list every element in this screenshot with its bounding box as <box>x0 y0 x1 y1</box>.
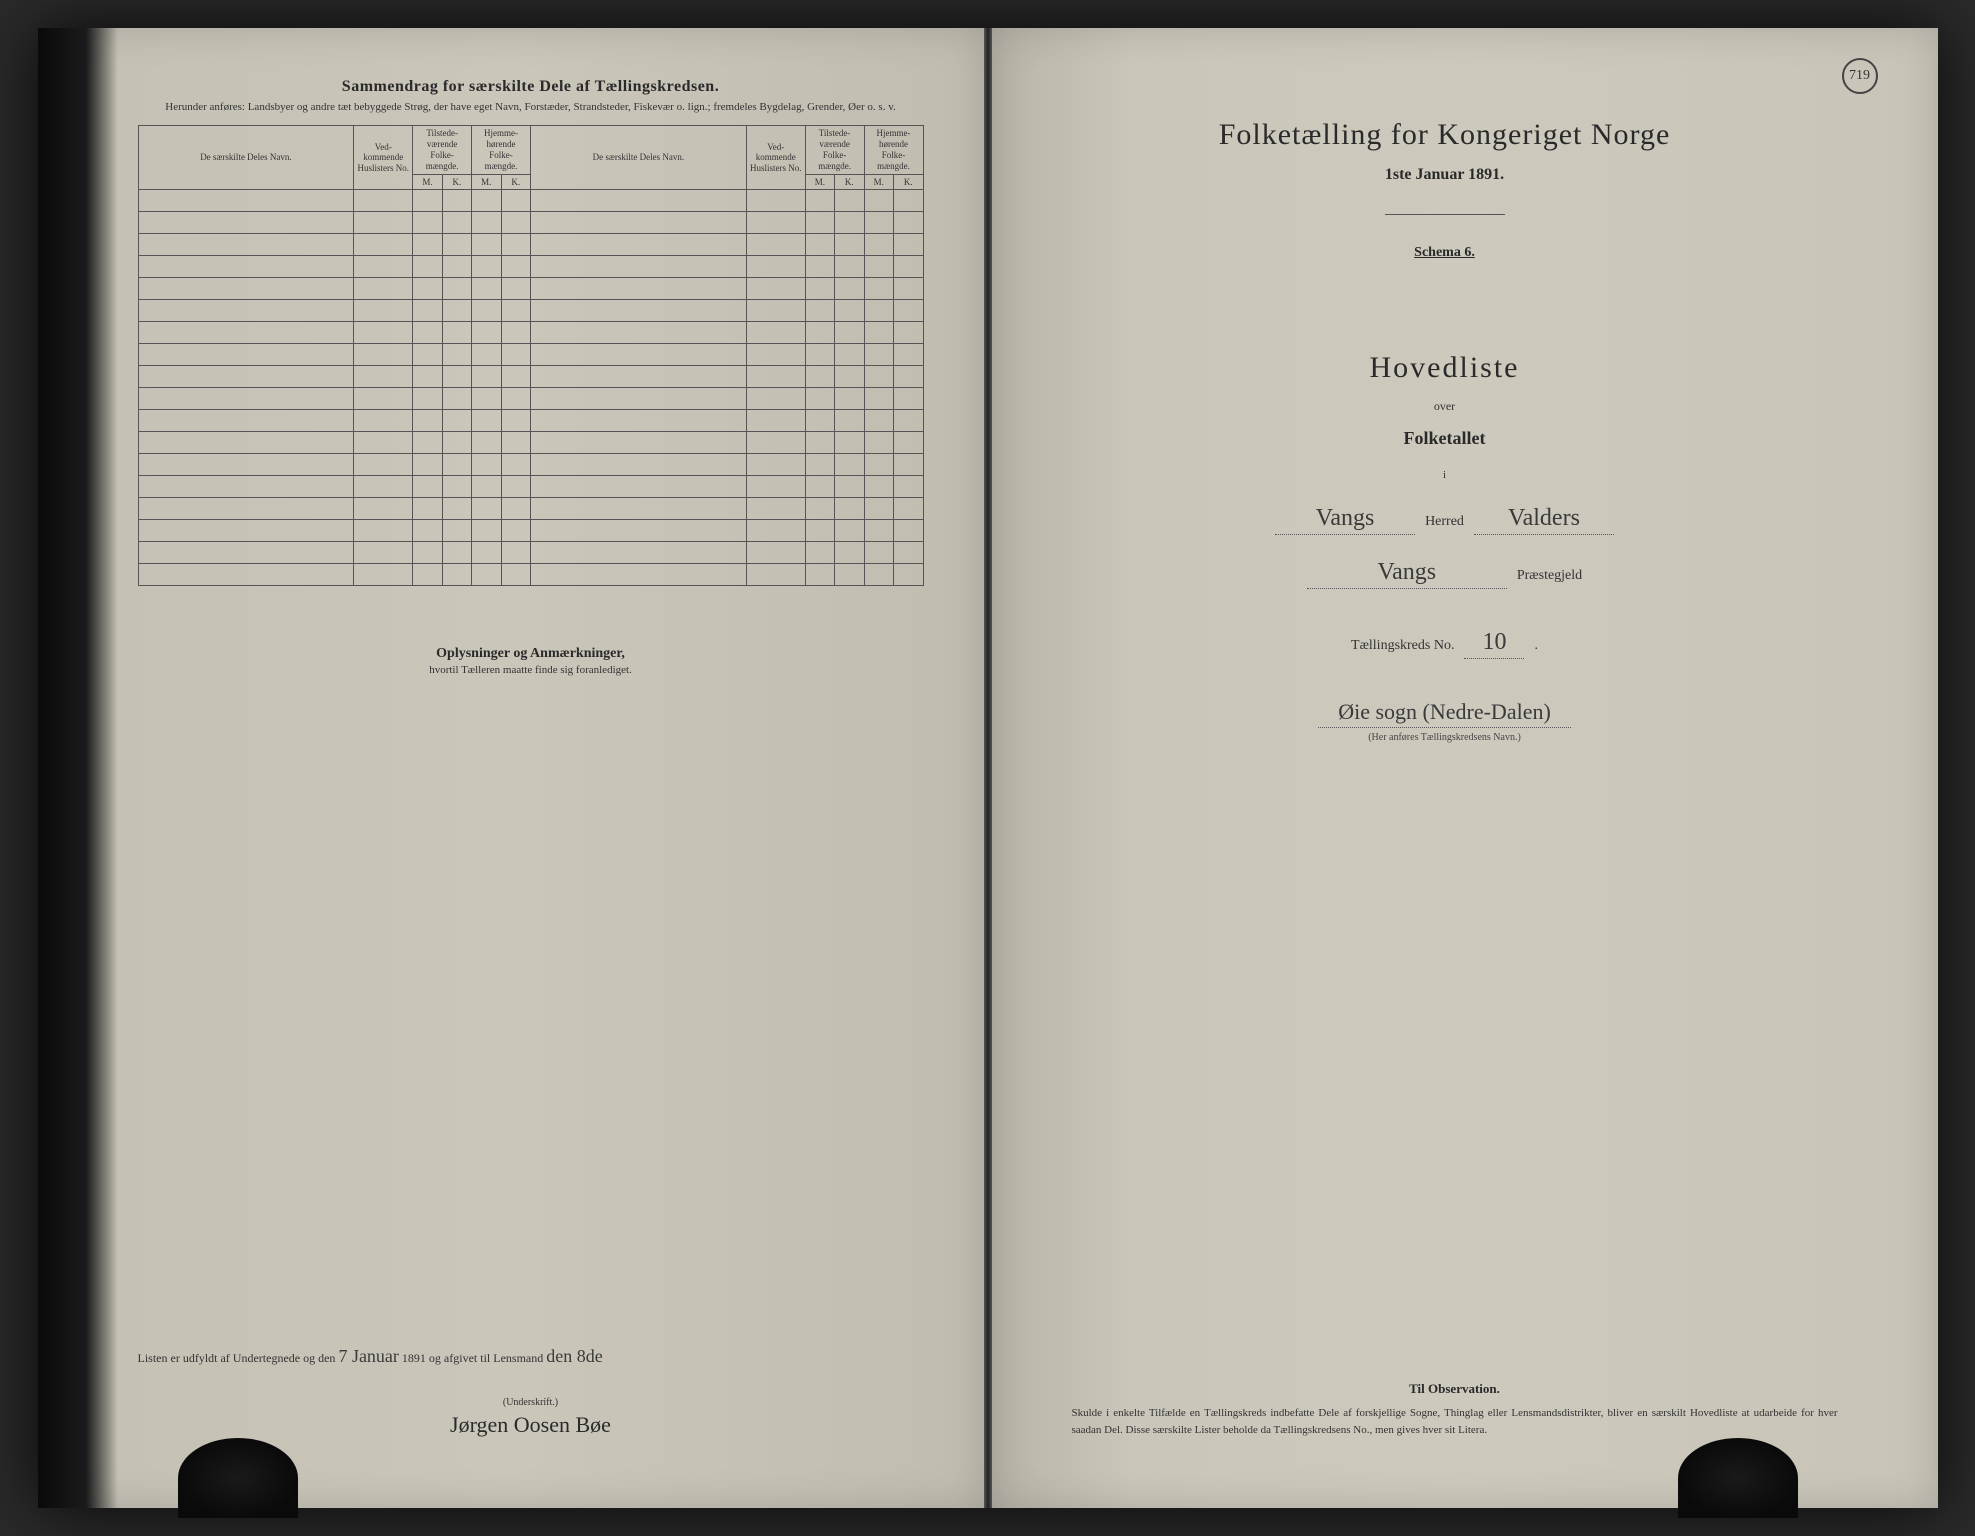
spine-shadow <box>38 28 118 1508</box>
signature-name: Jørgen Oosen Bøe <box>138 1412 924 1438</box>
kreds-name: Øie sogn (Nedre-Dalen) <box>1318 699 1571 728</box>
col-hjemme: Hjemme-hørende Folke-mængde. <box>472 126 531 174</box>
remarks-title: Oplysninger og Anmærkninger, <box>138 646 924 662</box>
folketallet-label: Folketallet <box>1052 428 1838 449</box>
col-k: K. <box>835 174 864 190</box>
col-m: M. <box>805 174 834 190</box>
main-title: Folketælling for Kongeriget Norge <box>1052 118 1838 152</box>
prestegjeld-value: Vangs <box>1307 559 1507 589</box>
herred-label: Herred <box>1425 514 1464 530</box>
col-hjemme-2: Hjemme-hørende Folke-mængde. <box>864 126 923 174</box>
herred-row: Vangs Herred Valders <box>1052 505 1838 535</box>
title-page-content: Folketælling for Kongeriget Norge 1ste J… <box>1052 78 1838 743</box>
col-k: K. <box>442 174 471 190</box>
left-page: Sammendrag for særskilte Dele af Tælling… <box>38 28 984 1508</box>
sig-year: 1891 <box>402 1351 426 1365</box>
sig-prefix: Listen er udfyldt af Undertegnede og den <box>138 1351 336 1365</box>
col-m: M. <box>864 174 893 190</box>
signature-block: Listen er udfyldt af Undertegnede og den… <box>138 1346 924 1438</box>
page-number: 719 <box>1842 58 1878 94</box>
herred-value: Vangs <box>1275 505 1415 535</box>
prestegjeld-label: Præstegjeld <box>1517 568 1582 584</box>
col-m: M. <box>413 174 442 190</box>
col-m: M. <box>472 174 501 190</box>
sig-mid: og afgivet til Lensmand <box>429 1351 543 1365</box>
book-clip-left <box>178 1438 298 1518</box>
i-label: i <box>1052 469 1838 481</box>
table-body <box>138 190 923 586</box>
left-header: Sammendrag for særskilte Dele af Tælling… <box>138 78 924 115</box>
col-k: K. <box>501 174 530 190</box>
census-table: De særskilte Deles Navn. Ved-kommende Hu… <box>138 125 924 586</box>
book-clip-right <box>1678 1438 1798 1518</box>
observation-block: Til Observation. Skulde i enkelte Tilfæl… <box>1072 1381 1838 1438</box>
obs-title: Til Observation. <box>1072 1381 1838 1397</box>
summary-subtitle: Herunder anføres: Landsbyer og andre tæt… <box>138 100 924 115</box>
kreds-label: Tællingskreds No. <box>1351 638 1454 654</box>
kreds-no: 10 <box>1464 629 1524 659</box>
col-vedkommende: Ved-kommende Huslisters No. <box>354 126 413 190</box>
over-label: over <box>1052 399 1838 414</box>
remarks-section: Oplysninger og Anmærkninger, hvortil Tæl… <box>138 646 924 676</box>
col-k: K. <box>893 174 923 190</box>
col-name-2: De særskilte Deles Navn. <box>530 126 746 190</box>
book-gutter <box>984 28 992 1508</box>
right-page: 719 Folketælling for Kongeriget Norge 1s… <box>992 28 1938 1508</box>
col-tilstede-2: Tilstede-værende Folke-mængde. <box>805 126 864 174</box>
remarks-sub: hvortil Tælleren maatte finde sig foranl… <box>138 664 924 676</box>
sig-den: den 8de <box>546 1346 602 1366</box>
divider <box>1385 214 1505 215</box>
census-date: 1ste Januar 1891. <box>1052 166 1838 184</box>
prestegjeld-row: Vangs Præstegjeld <box>1052 559 1838 589</box>
obs-text: Skulde i enkelte Tilfælde en Tællingskre… <box>1072 1405 1838 1438</box>
book-spread: Sammendrag for særskilte Dele af Tælling… <box>38 28 1938 1508</box>
underskrift-label: (Underskrift.) <box>138 1397 924 1408</box>
col-tilstede: Tilstede-værende Folke-mængde. <box>413 126 472 174</box>
sig-date: 7 Januar <box>338 1346 398 1366</box>
hovedliste-title: Hovedliste <box>1052 351 1838 385</box>
schema-label: Schema 6. <box>1052 245 1838 261</box>
kreds-row: Tællingskreds No. 10 . <box>1052 629 1838 659</box>
summary-title: Sammendrag for særskilte Dele af Tælling… <box>138 78 924 96</box>
amt-value: Valders <box>1474 505 1614 535</box>
kreds-caption: (Her anføres Tællingskredsens Navn.) <box>1052 732 1838 743</box>
col-vedkommende-2: Ved-kommende Huslisters No. <box>746 126 805 190</box>
col-name: De særskilte Deles Navn. <box>138 126 354 190</box>
